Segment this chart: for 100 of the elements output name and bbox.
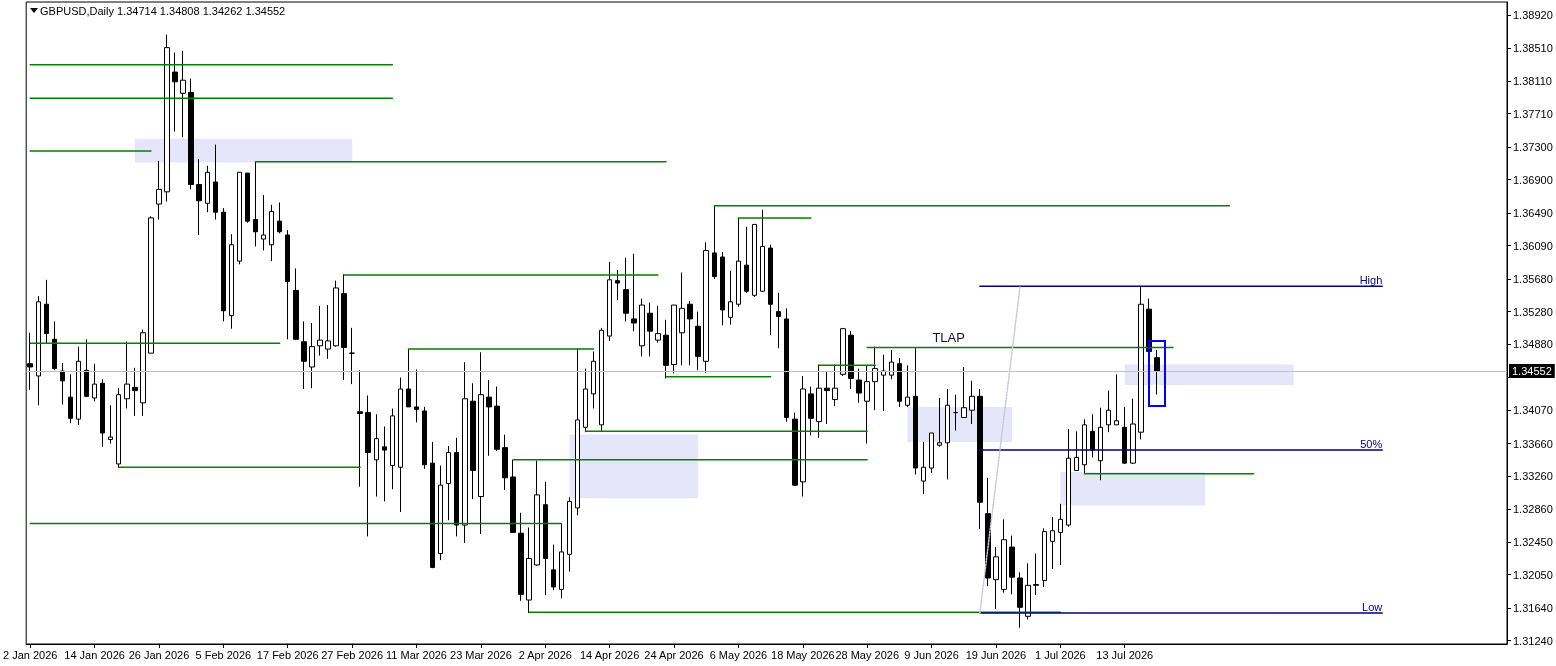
candlestick [132, 367, 138, 417]
candlestick [317, 305, 323, 357]
candlestick [872, 346, 878, 411]
candlestick [502, 434, 508, 491]
candlestick [1090, 413, 1095, 458]
candlestick [76, 346, 81, 426]
candlestick [663, 319, 669, 379]
candlestick [1033, 553, 1039, 596]
candlestick [671, 304, 677, 375]
y-tick-label: 1.34880 [1513, 338, 1553, 351]
x-tick-label: 26 Jan 2026 [128, 648, 190, 661]
candlestick [816, 364, 822, 439]
candlestick [1050, 516, 1055, 570]
y-tick-label: 1.37710 [1513, 107, 1553, 120]
x-tick-label: 24 Apr 2026 [644, 648, 704, 661]
candlestick [60, 362, 65, 405]
y-tick-label: 1.36490 [1513, 207, 1553, 220]
candlestick [760, 209, 765, 293]
candlestick [623, 257, 629, 322]
candlestick [889, 349, 894, 380]
candlestick [728, 270, 733, 326]
x-tick-label: 28 May 2026 [835, 648, 899, 661]
candlestick [124, 341, 130, 410]
candlestick [446, 445, 451, 521]
candlestick [422, 406, 427, 470]
candlestick [470, 382, 476, 500]
candlestick [559, 522, 564, 599]
x-tick-label: 18 May 2026 [771, 648, 835, 661]
annotation: TLAP [932, 329, 965, 345]
candlestick [1106, 390, 1111, 433]
candlestick [840, 327, 846, 377]
candlestick [543, 481, 548, 596]
candlestick [237, 171, 242, 265]
x-tick-label: 11 Mar 2026 [386, 648, 447, 661]
series-label: High [1359, 273, 1383, 286]
x-tick-label: 13 Jul 2026 [1096, 648, 1154, 661]
candlestick [430, 441, 435, 569]
series-label: 50% [1360, 437, 1383, 450]
candlestick [575, 347, 580, 516]
y-tick-label: 1.31640 [1513, 602, 1553, 615]
x-tick-label: 2 Jan 2026 [3, 648, 58, 661]
candlestick [156, 160, 162, 221]
candlestick [615, 269, 620, 301]
chart-title: GBPUSD,Daily 1.34714 1.34808 1.34262 1.34552 [40, 4, 286, 17]
candlestick [349, 327, 355, 385]
candlestick [583, 368, 588, 433]
y-tick-label: 1.36090 [1513, 239, 1553, 252]
x-tick-label: 27 Feb 2026 [321, 648, 384, 661]
candlestick [406, 348, 411, 408]
candlestick [969, 380, 975, 425]
candlestick [647, 302, 653, 357]
y-tick-label: 1.34070 [1513, 404, 1553, 417]
candlestick [905, 364, 910, 408]
candlestick [1025, 562, 1031, 621]
x-tick-label: 17 Feb 2026 [256, 648, 319, 661]
candlestick [382, 425, 387, 502]
ref-line-label: 1.34552 [1512, 364, 1552, 377]
candlestick [164, 34, 170, 203]
candlestick [357, 369, 363, 488]
y-tick-label: 1.32860 [1513, 502, 1553, 515]
candlestick [856, 368, 862, 404]
candlestick [921, 441, 926, 495]
candlestick [36, 295, 41, 406]
candlestick [108, 404, 113, 445]
candlestick [1009, 535, 1015, 595]
candlestick [744, 226, 749, 294]
candlestick [494, 386, 500, 452]
candlestick [1017, 571, 1023, 629]
candlestick [937, 397, 942, 448]
candlestick [478, 351, 484, 535]
candlestick [800, 375, 806, 498]
candlestick [824, 371, 830, 425]
x-tick-label: 14 Jan 2026 [64, 648, 125, 661]
candlestick [784, 307, 789, 423]
y-tick-label: 1.38510 [1513, 42, 1553, 55]
candlestick [269, 204, 274, 262]
candlestick [864, 364, 870, 445]
candlestick [261, 194, 266, 251]
candlestick [993, 546, 999, 610]
candlestick [736, 217, 741, 308]
candlestick [285, 229, 290, 340]
candlestick [438, 465, 443, 561]
candlestick [1066, 428, 1071, 528]
candlestick [1074, 430, 1079, 471]
candlestick [679, 271, 685, 366]
candlestick [913, 347, 918, 476]
y-tick-label: 1.37300 [1513, 141, 1553, 154]
candlestick [213, 144, 218, 221]
candlestick [301, 320, 307, 390]
candlestick [188, 78, 194, 190]
candlestick [977, 388, 983, 530]
candlestick [414, 368, 419, 423]
candlestick [325, 304, 331, 360]
candlestick [567, 496, 572, 572]
candlestick [205, 165, 210, 213]
y-tick-label: 1.35680 [1513, 273, 1553, 286]
candlestick [309, 322, 315, 389]
candlestick [277, 201, 282, 234]
candlestick [832, 364, 838, 407]
candlestick [526, 526, 532, 614]
